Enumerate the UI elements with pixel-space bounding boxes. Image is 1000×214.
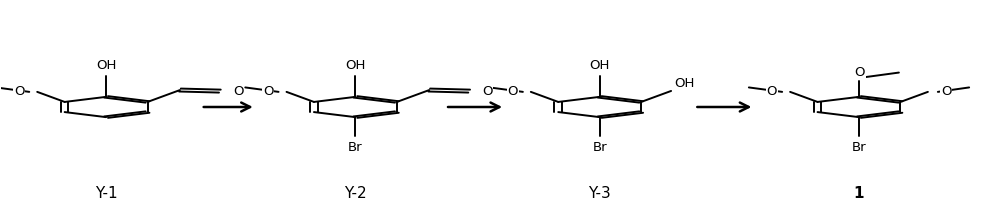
Text: Br: Br xyxy=(852,141,866,155)
Text: OH: OH xyxy=(345,58,366,71)
Text: Br: Br xyxy=(592,141,607,155)
Text: O: O xyxy=(482,85,493,98)
Text: OH: OH xyxy=(590,58,610,71)
Text: O: O xyxy=(855,66,865,79)
Text: O: O xyxy=(507,85,518,98)
Text: Y-3: Y-3 xyxy=(588,186,611,201)
Text: 1: 1 xyxy=(854,186,864,201)
Text: O: O xyxy=(14,85,24,98)
Text: OH: OH xyxy=(96,58,116,71)
Text: O: O xyxy=(233,85,243,98)
Text: O: O xyxy=(263,85,274,98)
Text: Y-1: Y-1 xyxy=(95,186,117,201)
Text: Br: Br xyxy=(348,141,363,155)
Text: O: O xyxy=(767,85,777,98)
Text: Y-2: Y-2 xyxy=(344,186,367,201)
Text: O: O xyxy=(941,85,951,98)
Text: OH: OH xyxy=(674,77,694,90)
